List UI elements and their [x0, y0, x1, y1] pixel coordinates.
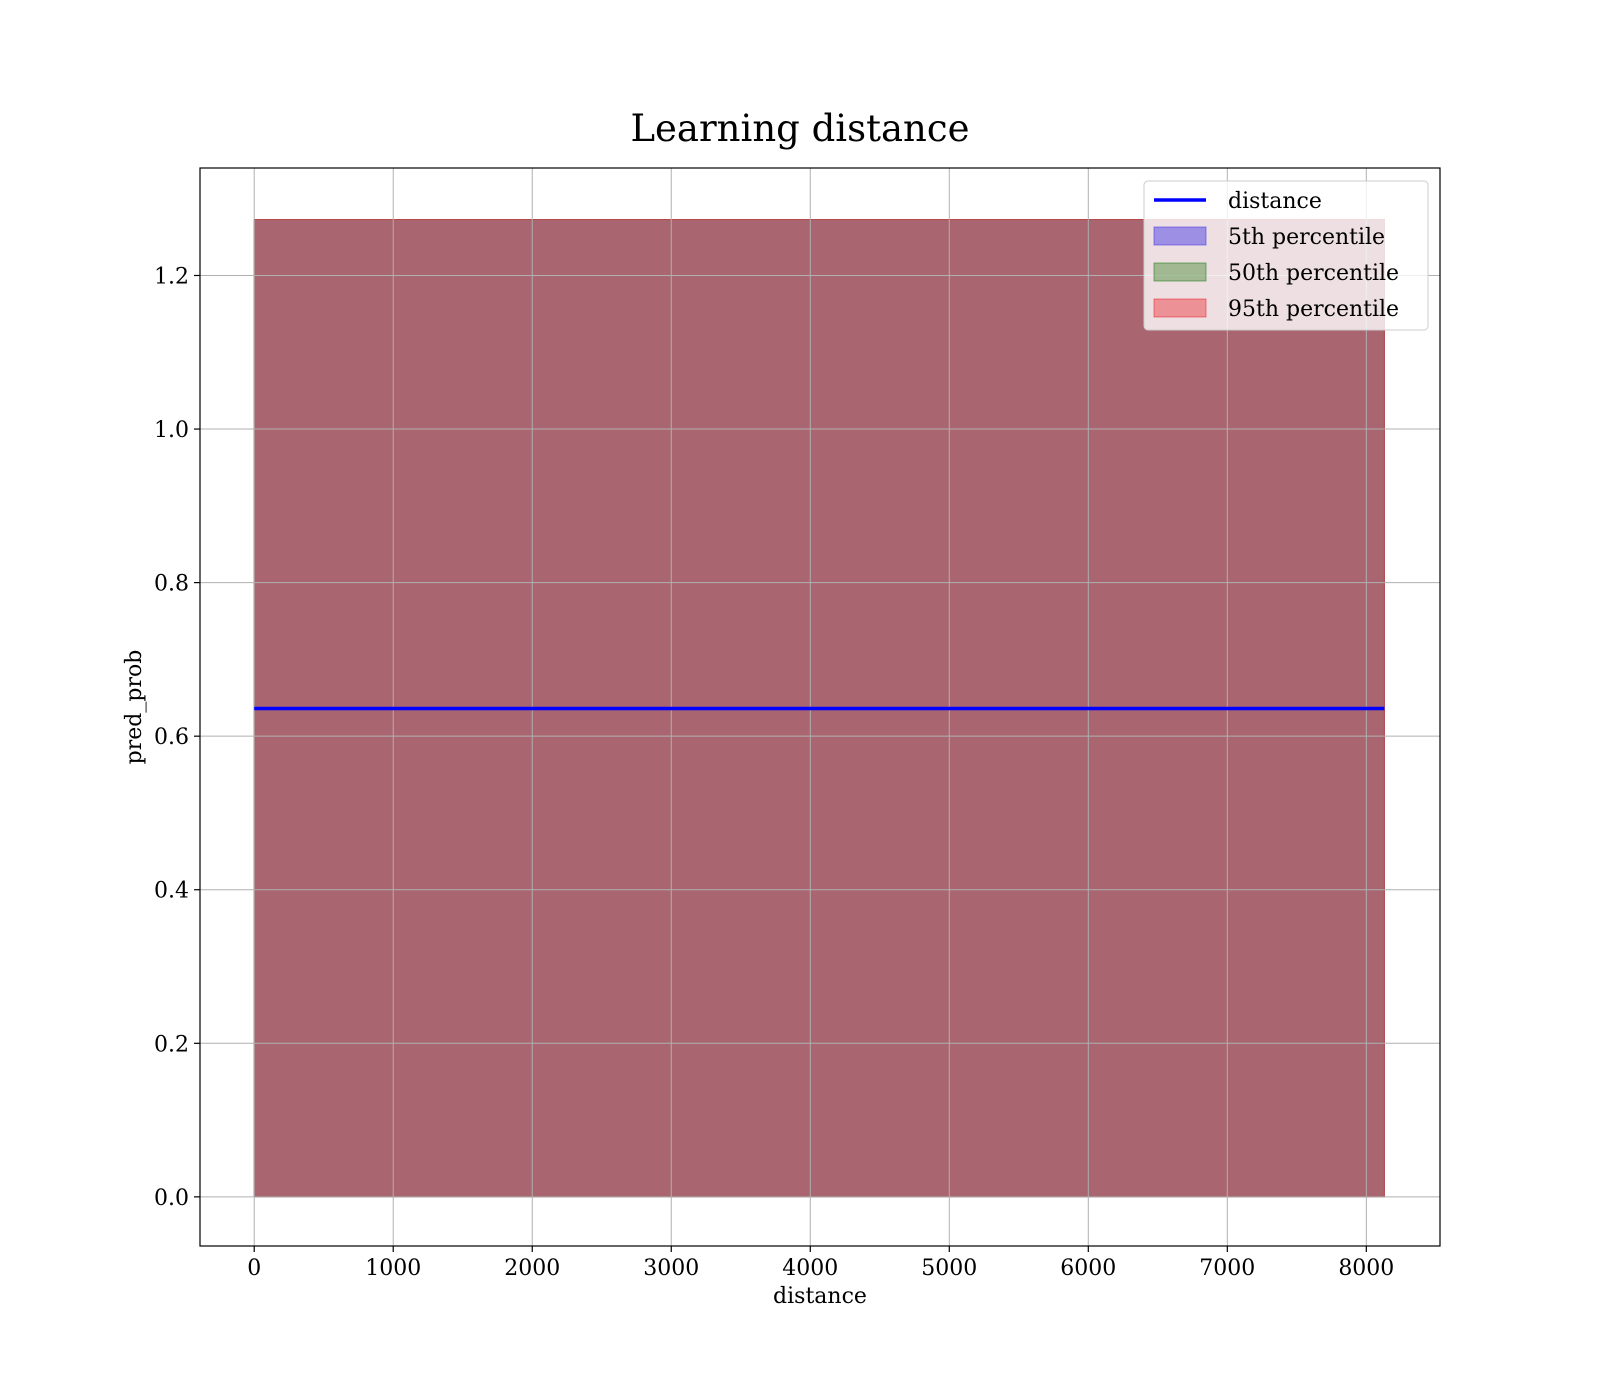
x-tick-label: 4000: [782, 1256, 838, 1281]
chart-title: Learning distance: [630, 107, 969, 150]
y-tick-label: 0.6: [154, 725, 189, 750]
y-tick-label: 0.8: [154, 572, 189, 597]
x-tick-label: 1000: [365, 1256, 421, 1281]
x-tick-label: 6000: [1060, 1256, 1116, 1281]
x-tick-label: 0: [247, 1256, 261, 1281]
legend-label-band-2: 50th percentile: [1228, 261, 1399, 286]
y-tick-label: 0.4: [154, 879, 189, 904]
legend-label-band-3: 95th percentile: [1228, 297, 1399, 322]
x-axis-label: distance: [773, 1284, 867, 1309]
y-axis-label: pred_prob: [122, 650, 147, 765]
legend: distance 5th percentile 50th percentile 95t…: [1143, 180, 1429, 331]
x-tick-label: 3000: [643, 1256, 699, 1281]
legend-swatch-band-2: [1153, 262, 1207, 282]
y-tick-label: 1.2: [154, 264, 189, 289]
y-axis: 0.0 0.2 0.4 0.6 0.8 1.0 1.2: [154, 264, 200, 1211]
x-axis: 0 1000 2000 3000 4000 5000 6000 7000 8000: [247, 1246, 1394, 1281]
x-tick-label: 5000: [921, 1256, 977, 1281]
legend-swatch-band-1: [1153, 226, 1207, 246]
y-tick-label: 0.0: [154, 1186, 189, 1211]
legend-box: [1143, 180, 1429, 331]
plot-area: [199, 167, 1441, 1247]
y-tick-label: 0.2: [154, 1032, 189, 1057]
legend-swatch-band-3: [1153, 298, 1207, 318]
legend-label-band-1: 5th percentile: [1228, 225, 1385, 250]
y-tick-label: 1.0: [154, 418, 189, 443]
legend-items: distance 5th percentile 50th percentile 95t…: [1153, 189, 1399, 322]
x-tick-label: 2000: [504, 1256, 560, 1281]
legend-label-distance: distance: [1228, 189, 1322, 214]
x-tick-label: 7000: [1199, 1256, 1255, 1281]
x-tick-label: 8000: [1338, 1256, 1394, 1281]
plot-frame: [199, 167, 1441, 1247]
